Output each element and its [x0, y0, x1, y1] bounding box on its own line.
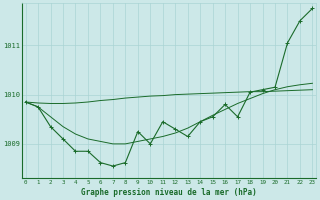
- X-axis label: Graphe pression niveau de la mer (hPa): Graphe pression niveau de la mer (hPa): [81, 188, 257, 197]
